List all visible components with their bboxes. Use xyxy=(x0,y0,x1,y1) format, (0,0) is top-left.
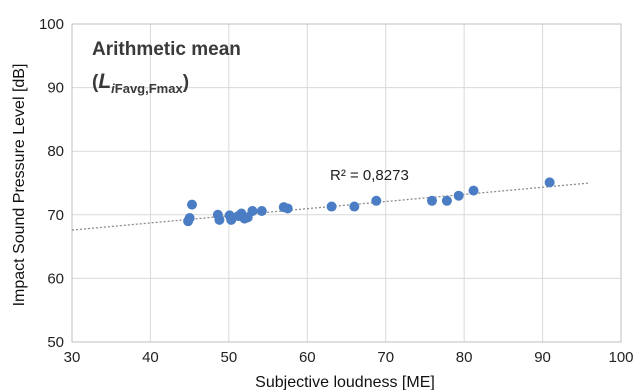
subtitle-open: ( xyxy=(92,72,99,93)
x-tick-label: 80 xyxy=(456,349,473,366)
x-axis-title: Subjective loudness [ME] xyxy=(255,374,435,390)
data-point xyxy=(426,195,437,206)
y-axis-title: Impact Sound Pressure Level [dB] xyxy=(11,64,28,307)
chart-subtitle: (LiFavg,Fmax) xyxy=(92,70,189,96)
x-tick-label: 70 xyxy=(377,349,394,366)
data-point xyxy=(349,201,360,212)
subtitle-sub-rest: Favg,Fmax xyxy=(115,81,184,96)
trendline xyxy=(71,182,590,231)
data-point xyxy=(247,205,258,216)
y-axis-ticks: 50 60 70 80 90 100 xyxy=(39,16,64,351)
data-point xyxy=(468,185,479,196)
subtitle-close: ) xyxy=(183,72,189,93)
x-tick-label: 30 xyxy=(64,349,81,366)
data-point xyxy=(256,205,267,216)
y-tick-label: 50 xyxy=(47,334,64,351)
data-point xyxy=(371,195,382,206)
data-point xyxy=(184,212,195,223)
x-tick-label: 90 xyxy=(534,349,551,366)
x-tick-label: 100 xyxy=(608,349,633,366)
y-tick-label: 80 xyxy=(47,143,64,160)
x-tick-label: 50 xyxy=(221,349,238,366)
r-squared-annotation: R² = 0,8273 xyxy=(330,167,409,184)
data-point xyxy=(186,199,197,210)
plot-frame xyxy=(71,23,622,343)
y-tick-label: 90 xyxy=(47,80,64,97)
grid xyxy=(71,23,622,343)
data-point xyxy=(544,177,555,188)
data-point xyxy=(282,203,293,214)
data-point xyxy=(214,214,225,225)
x-tick-label: 40 xyxy=(142,349,159,366)
x-tick-label: 60 xyxy=(299,349,316,366)
data-point xyxy=(326,201,337,212)
y-tick-label: 100 xyxy=(39,16,64,33)
subtitle-sub-i: i xyxy=(111,81,115,96)
x-axis-ticks: 30 40 50 60 70 80 90 100 xyxy=(64,349,634,366)
data-points xyxy=(183,177,555,227)
subtitle-symbol: L xyxy=(98,70,111,93)
y-tick-label: 70 xyxy=(47,207,64,224)
data-point xyxy=(453,190,464,201)
chart-title: Arithmetic mean xyxy=(92,39,241,60)
data-point xyxy=(441,195,452,206)
y-tick-label: 60 xyxy=(47,270,64,287)
